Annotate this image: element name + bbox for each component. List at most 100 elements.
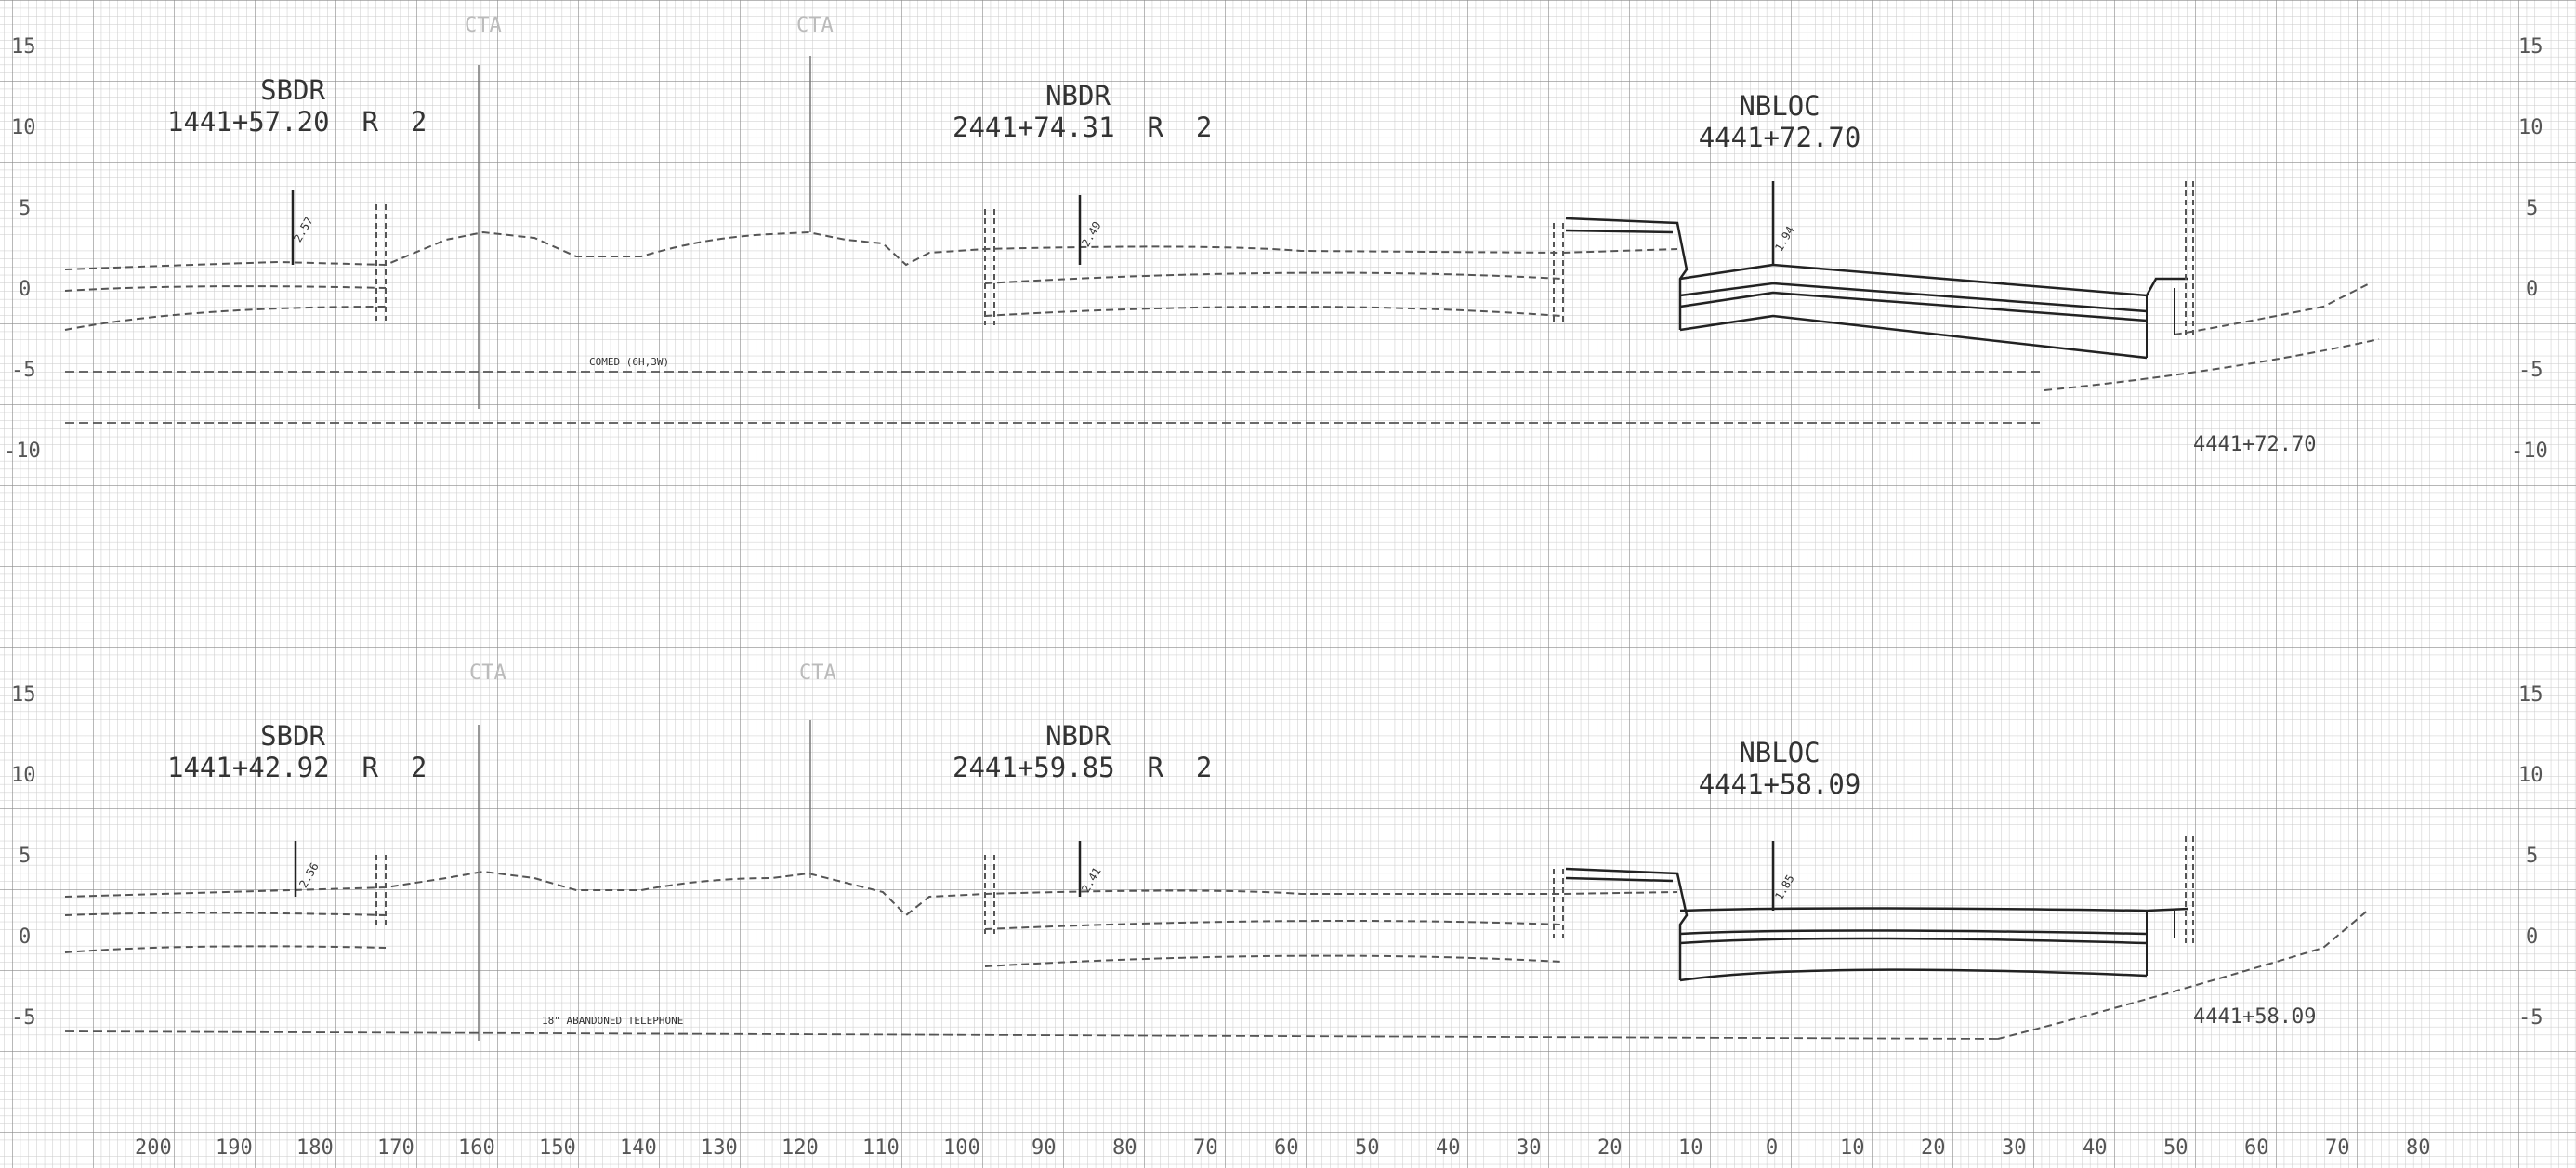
offset-label: 40 [2083,1136,2108,1160]
elev-label: 0 [2526,278,2539,301]
offset-label: 150 [539,1136,576,1160]
offset-label: 30 [2002,1136,2027,1160]
lower-nbloc-station: 4441+58.09 [1698,768,1861,800]
elev-label: -5 [2518,1006,2543,1030]
offset-label: 160 [458,1136,495,1160]
elev-label: 5 [2526,845,2539,868]
upper-cta-label-2: CTA [796,14,834,37]
offset-label: 10 [1840,1136,1865,1160]
upper-nbloc-title: NBLOC 4441+72.70 [1673,90,1886,153]
elev-label: 10 [2518,764,2543,787]
upper-sbdr-title: SBDR 1441+57.20 R 2 [167,74,427,138]
upper-ground-right-2 [2044,338,2380,391]
offset-label: 50 [2163,1136,2188,1160]
elev-label: 0 [19,278,32,301]
offset-label: 130 [701,1136,738,1160]
offset-label: 60 [2244,1136,2269,1160]
lower-section [64,720,2371,1041]
offset-label: 80 [1112,1136,1137,1160]
upper-cta-label-1: CTA [465,14,502,37]
offset-label: 120 [782,1136,819,1160]
lower-sbdr-name: SBDR [260,720,325,752]
offset-label: 200 [135,1136,172,1160]
offset-label: 70 [1193,1136,1218,1160]
lower-nbloc-title: NBLOC 4441+58.09 [1673,737,1886,800]
upper-existing-ground [64,230,1678,270]
offset-label: 110 [862,1136,900,1160]
lower-nbdr-title: NBDR 2441+59.85 R 2 [953,720,1213,783]
offset-label: 50 [1355,1136,1380,1160]
lower-nbloc-pavement [1679,907,2189,982]
elev-label: -10 [4,440,41,463]
upper-nbloc-retaining-left [1565,217,1689,330]
elev-label: 0 [19,925,32,949]
elev-label: 10 [11,764,36,787]
upper-sbdr-name: SBDR [260,74,325,106]
offset-label: 0 [1766,1136,1779,1160]
upper-nbloc-wall-right [2146,288,2175,358]
offset-label: 90 [1032,1136,1057,1160]
offset-label: 80 [2406,1136,2431,1160]
elev-label: 5 [2526,197,2539,220]
elev-label: 5 [19,197,32,220]
offset-label: 180 [296,1136,334,1160]
lower-existing-ground [64,870,1678,917]
lower-nbloc-right-dashed [2185,836,2194,943]
lower-nbdr-wall-left [984,855,995,934]
lower-nbloc-wall-right [2146,911,2175,976]
offset-label: 60 [1274,1136,1299,1160]
upper-subgrade-2 [64,306,1562,331]
elev-label: -5 [11,359,36,382]
upper-ground-right [2174,282,2371,335]
lower-utility-label: 18" ABANDONED TELEPHONE [542,1015,684,1027]
elev-label: 10 [11,116,36,139]
offset-label: 10 [1678,1136,1703,1160]
lower-utility-line [64,1030,1999,1040]
lower-sbdr-station: 1441+42.92 R 2 [167,752,427,783]
upper-nbloc-name: NBLOC [1739,90,1820,122]
upper-subgrade-1 [64,271,1562,292]
elev-label: -5 [2518,359,2543,382]
elev-label: 15 [2518,35,2543,59]
elev-label: -10 [2511,440,2548,463]
lower-nbdr-station: 2441+59.85 R 2 [953,752,1213,783]
upper-sbdr-station: 1441+57.20 R 2 [167,106,427,138]
offset-label: 70 [2325,1136,2350,1160]
offset-label: 20 [1921,1136,1946,1160]
elev-label: 5 [19,845,32,868]
upper-nbdr-wall-left [984,209,995,325]
elev-label: 0 [2526,925,2539,949]
offset-label: 100 [943,1136,980,1160]
upper-nbdr-title: NBDR 2441+74.31 R 2 [953,80,1213,143]
upper-nbloc-right-dashed [2185,181,2194,339]
upper-nbdr-station: 2441+74.31 R 2 [953,112,1213,143]
lower-nbloc-name: NBLOC [1739,737,1820,768]
lower-cta-label-2: CTA [799,662,836,685]
offset-label: 40 [1436,1136,1461,1160]
lower-nbdr-wall-right [1553,869,1564,938]
upper-section [64,56,2380,424]
offset-label: 30 [1517,1136,1542,1160]
lower-sbdr-wall [375,855,387,929]
offset-label: 190 [216,1136,253,1160]
upper-utility-label: COMED (6H,3W) [589,356,670,368]
elev-label: -5 [11,1006,36,1030]
offset-label: 140 [620,1136,657,1160]
offset-label: 170 [377,1136,414,1160]
elev-label: 10 [2518,116,2543,139]
lower-nbdr-name: NBDR [1045,720,1111,752]
upper-sbdr-wall [375,204,387,321]
upper-station-stamp: 4441+72.70 [2193,433,2317,456]
upper-nbloc-station: 4441+72.70 [1698,122,1861,153]
lower-ground-right [1997,908,2371,1040]
elev-label: 15 [11,35,36,59]
offset-label: 20 [1597,1136,1623,1160]
upper-nbdr-name: NBDR [1045,80,1111,112]
lower-subgrade-2 [64,945,1562,967]
upper-nbdr-wall-right [1553,223,1564,325]
lower-sbdr-title: SBDR 1441+42.92 R 2 [167,720,427,783]
elev-label: 15 [2518,683,2543,706]
lower-subgrade-1 [64,912,1562,930]
